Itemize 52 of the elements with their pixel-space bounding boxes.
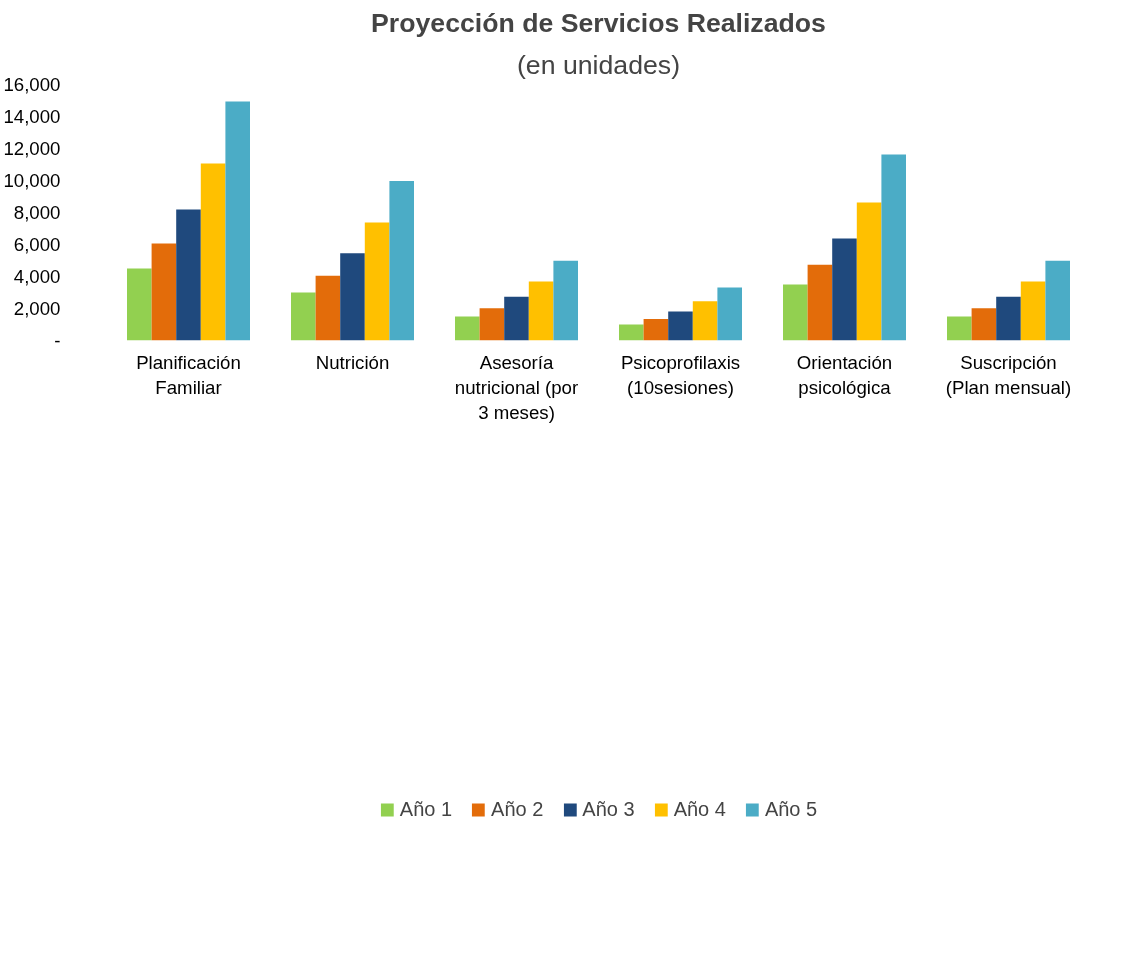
legend-label: Año 5 [764,797,818,821]
bar [832,238,857,341]
y-tick-label: 14,000 [3,106,61,127]
bar [389,180,414,341]
y-tick-label: - [54,330,61,351]
y-tick-label: 8,000 [13,202,61,223]
bar [479,308,505,341]
bar [643,318,669,341]
bar [553,260,578,341]
bar [1045,260,1070,341]
bar [455,316,480,341]
bar [668,311,693,341]
bar [151,243,177,341]
bar [291,292,316,341]
bar [996,296,1021,341]
y-tick-label: 2,000 [13,298,61,319]
bar [1020,281,1046,341]
bar [947,316,972,341]
bar [364,222,390,341]
x-tick-label: Psicoprofilaxis (10sesiones) [620,351,741,398]
bar [783,284,808,341]
bar [692,301,718,341]
y-tick-label: 12,000 [3,138,61,159]
legend-label: Año 4 [673,797,726,821]
bar [528,281,554,341]
x-tick-label: Orientación psicológica [796,351,893,398]
x-tick-label: Asesoría nutricional (por 3 meses) [454,351,579,423]
bar [176,209,201,341]
bar [315,275,341,341]
chart-title: Proyección de Servicios Realizados [371,7,826,38]
bar [717,287,742,341]
x-tick-label: Planificación Familiar [136,351,241,398]
y-tick-label: 4,000 [13,266,61,287]
y-tick-label: 16,000 [3,74,61,95]
legend-label: Año 2 [491,797,544,821]
y-tick-label: 10,000 [3,170,61,191]
chart-subtitle: (en unidades) [517,49,681,80]
x-tick-label: Suscripción (Plan mensual) [945,351,1072,398]
bar [881,154,906,341]
bar [856,202,882,341]
bar [225,101,250,341]
bar [200,163,226,341]
legend-label: Año 3 [582,797,635,821]
bar [504,296,529,341]
legend-label: Año 1 [399,797,453,821]
x-tick-label: Nutrición [315,351,390,373]
bar [807,264,833,341]
bar [619,324,644,341]
bar [127,268,152,341]
y-tick-label: 6,000 [13,234,61,255]
bar [340,253,365,341]
bar [971,308,997,341]
